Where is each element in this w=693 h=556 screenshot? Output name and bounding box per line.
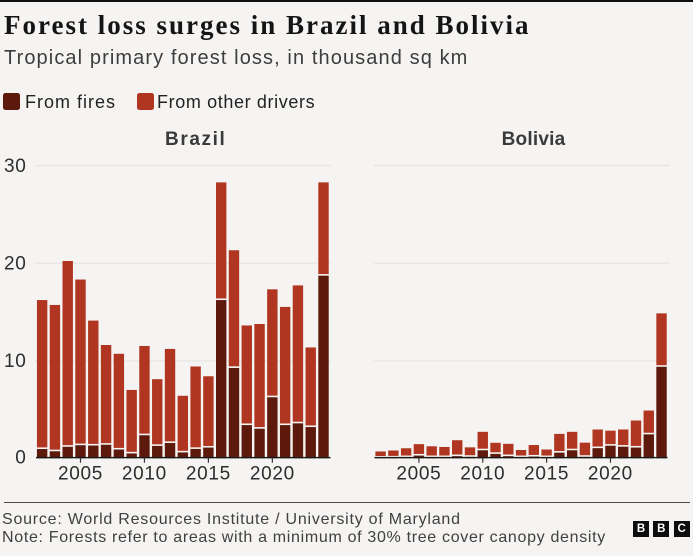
svg-text:20: 20 [4,254,27,275]
svg-text:2020: 2020 [250,463,295,484]
svg-text:2015: 2015 [186,463,231,484]
svg-text:10: 10 [4,351,27,372]
svg-text:2010: 2010 [460,463,505,484]
svg-text:2010: 2010 [122,463,167,484]
svg-text:Bolivia: Bolivia [502,129,566,150]
svg-text:2005: 2005 [58,463,103,484]
svg-text:2005: 2005 [396,463,441,484]
svg-text:0: 0 [15,448,26,469]
svg-text:30: 30 [4,156,27,177]
svg-text:2015: 2015 [524,463,569,484]
svg-text:2020: 2020 [588,463,633,484]
svg-text:Brazil: Brazil [165,129,226,150]
